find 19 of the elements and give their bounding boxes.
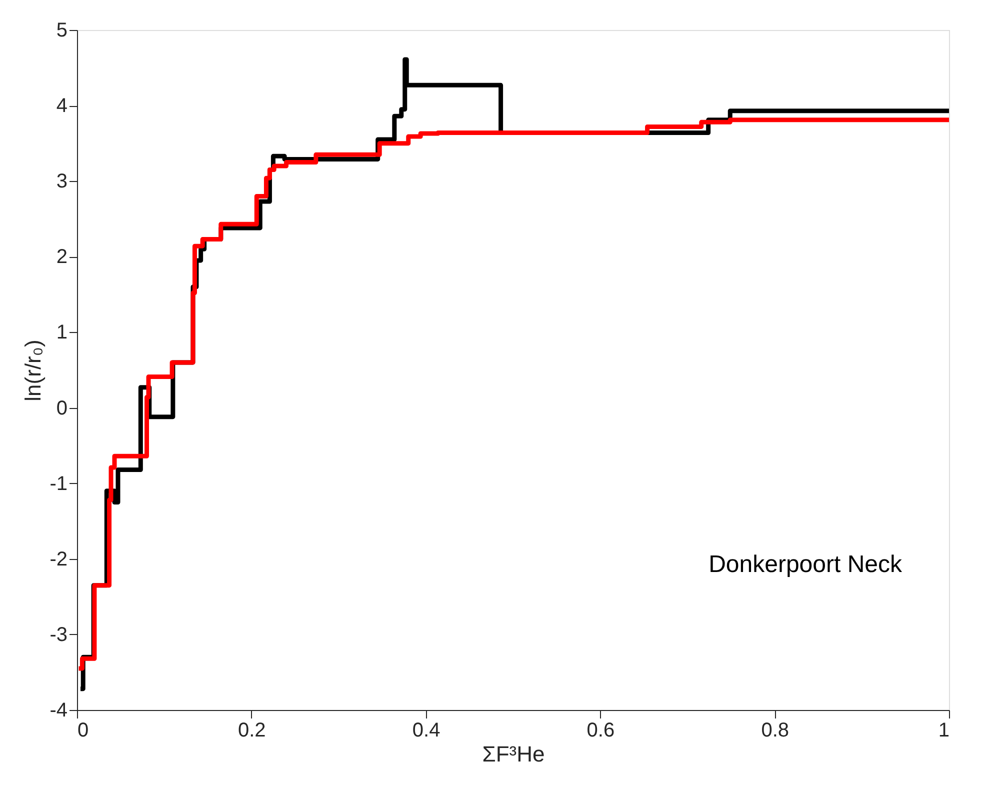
x-tick-label: 0.8 — [761, 720, 790, 742]
y-tick-label: 0 — [56, 397, 68, 420]
y-tick-label: 1 — [56, 322, 68, 344]
x-tick-label: 0 — [78, 720, 89, 742]
x-tick-label: 0.2 — [238, 720, 266, 742]
x-tick-label: 1 — [938, 720, 950, 742]
y-tick-label: 5 — [56, 20, 68, 42]
y-axis-title: ln(r/r₀) — [20, 340, 46, 402]
y-tick-label: -3 — [50, 624, 68, 646]
y-tick-label: -4 — [50, 700, 68, 722]
y-tick-label: 3 — [56, 170, 68, 193]
y-tick-label: 2 — [56, 246, 68, 268]
annotation: Donkerpoort Neck — [708, 551, 903, 578]
y-tick-label: 4 — [56, 95, 68, 118]
x-tick-label: 0.4 — [412, 720, 440, 742]
y-tick-label: -2 — [50, 548, 68, 570]
x-tick-label: 0.6 — [586, 720, 615, 742]
x-axis-title: ΣF³He — [482, 742, 545, 766]
y-tick-label: -1 — [50, 472, 68, 495]
